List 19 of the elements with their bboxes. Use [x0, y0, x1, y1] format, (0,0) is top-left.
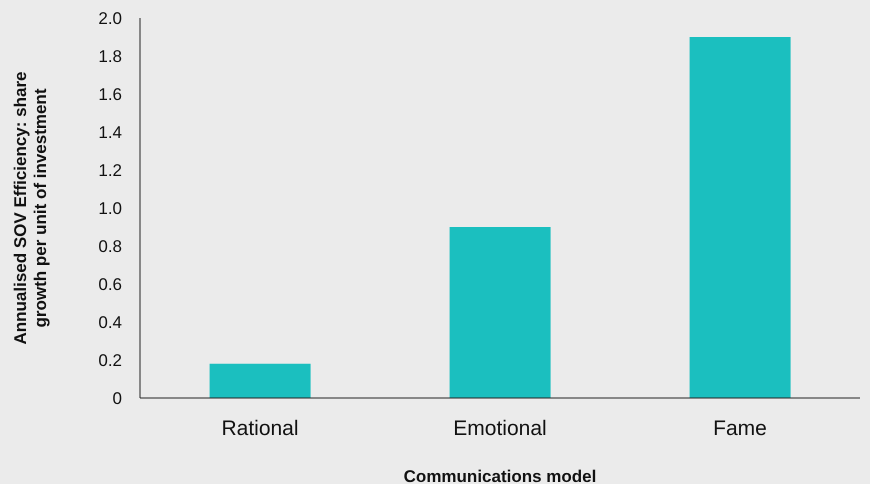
y-tick-label: 1.2 — [98, 161, 122, 180]
y-tick-label: 0.4 — [98, 313, 122, 332]
y-tick-label: 0.6 — [98, 275, 122, 294]
x-tick-label: Emotional — [453, 416, 547, 440]
y-tick-label: 1.0 — [98, 199, 122, 218]
bar — [450, 227, 551, 398]
y-tick-label: 0.2 — [98, 351, 122, 370]
y-tick-label: 1.4 — [98, 123, 122, 142]
x-tick-label: Rational — [221, 416, 299, 440]
x-tick-label: Fame — [713, 416, 767, 440]
y-tick-label: 1.6 — [98, 85, 122, 104]
bar — [690, 37, 791, 398]
y-tick-label: 1.8 — [98, 47, 122, 66]
y-tick-label: 0.8 — [98, 237, 122, 256]
y-tick-label: 2.0 — [98, 9, 122, 28]
x-axis-title: Communications model — [404, 467, 596, 484]
y-tick-label: 0 — [112, 389, 122, 408]
y-axis-title: Annualised SOV Efficiency: share growth per unit of investment — [11, 71, 50, 345]
bar — [210, 364, 311, 398]
